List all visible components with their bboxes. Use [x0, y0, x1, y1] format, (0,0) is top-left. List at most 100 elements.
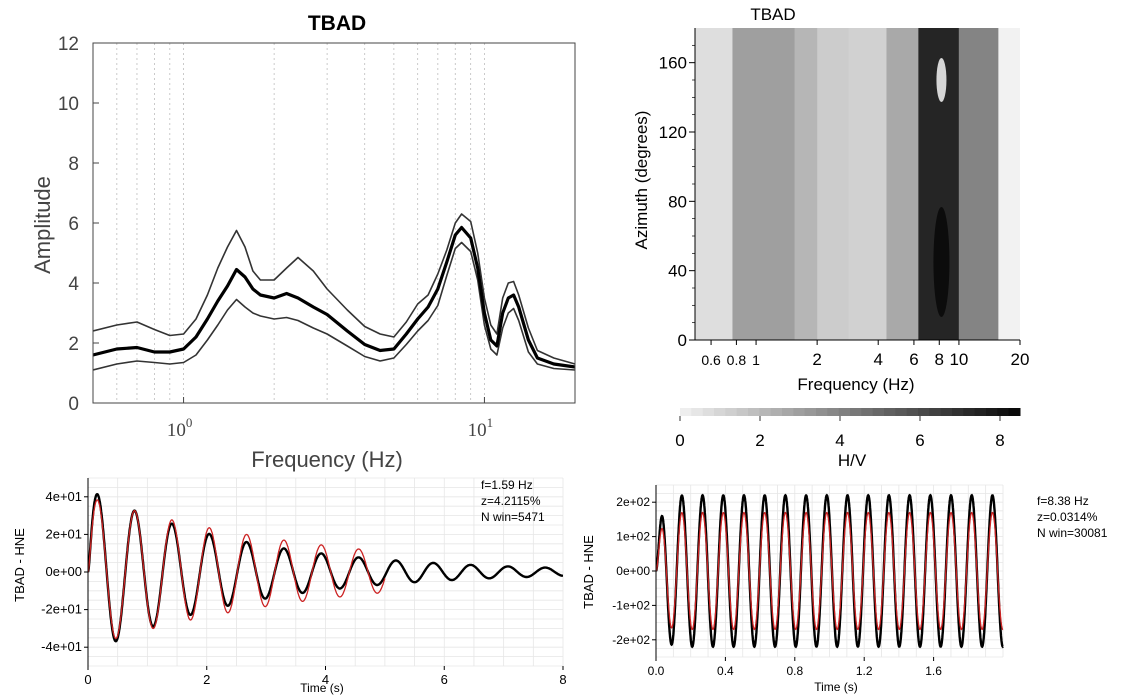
- decay-fit-1-ytick-label: -2e+01: [41, 602, 82, 617]
- decay-fit-1-xlabel: Time (s): [300, 681, 344, 695]
- hv-curve-series-lower: [93, 241, 576, 371]
- colorbar-cell: [929, 408, 942, 416]
- azimuth-map-title: TBAD: [750, 5, 795, 24]
- azimuth-map-ytick-label: 120: [659, 123, 687, 142]
- azimuth-map-ticks: 0 40 80 120 160 0.6 0.8 1 2 4 6 8 10 20: [659, 28, 1030, 369]
- decay-fit-1-xtick-label: 8: [559, 672, 566, 687]
- colorbar-cell: [782, 408, 794, 416]
- hv-curve-ytick-label: 2: [68, 334, 79, 355]
- decay-fit-2-ytick-label: 2e+02: [616, 495, 650, 509]
- colorbar-cell: [895, 408, 908, 416]
- colorbar-cell: [759, 408, 772, 416]
- azimuth-map-ytick-label: 40: [668, 262, 687, 281]
- decay-fit-1-xtick-label: 2: [203, 672, 210, 687]
- colorbar-cell: [861, 408, 874, 416]
- decay-fit-2-ticks: 2e+02 1e+02 0e+00 -1e+02 -2e+02 0.0 0.4 0.8 1.2 1…: [612, 485, 942, 678]
- hv-curve-ytick-label: 12: [58, 34, 79, 55]
- colorbar-cell: [816, 408, 828, 416]
- decay-fit-2-freq: f=8.38 Hz: [1037, 494, 1089, 508]
- decay-fit-1-xtick-label: 6: [441, 672, 448, 687]
- colorbar-cell: [952, 408, 964, 416]
- hv-curve-ytick-label: 8: [68, 154, 79, 175]
- colorbar: 0 2 4 6 8: [675, 408, 1021, 450]
- hv-curve-ylabel: Amplitude: [30, 176, 55, 274]
- decay-fit-1-ytick-label: 0e+00: [45, 564, 82, 579]
- colorbar-tick-label: 0: [675, 431, 684, 450]
- decay-fit-2-lines: [656, 493, 1004, 649]
- decay-fit-2-ytick-label: -2e+02: [612, 633, 650, 647]
- decay-fit-2-ytick-label: 1e+02: [616, 530, 650, 544]
- azimuth-map-ytick-label: 160: [659, 54, 687, 73]
- colorbar-cell: [770, 408, 783, 416]
- decay-fit-1-xtick-label: 0: [84, 672, 91, 687]
- colorbar-cell: [997, 408, 1010, 416]
- colorbar-cell: [918, 408, 930, 416]
- decay-fit-2-xtick-label: 0.4: [717, 664, 734, 678]
- hv-curve-panel: 0 2 4 6 8 10 12 100 101 TBAD Frequency (Hz) Ampl…: [30, 12, 576, 472]
- colorbar-cell: [804, 408, 817, 416]
- decay-fit-2-damping: z=0.0314%: [1037, 510, 1098, 524]
- decay-fit-1-ytick-label: 4e+01: [45, 489, 82, 504]
- azimuth-map-trough: [936, 58, 947, 102]
- colorbar-cell: [986, 408, 998, 416]
- colorbar-cell: [963, 408, 976, 416]
- decay-fit-2-xtick-label: 0.8: [786, 664, 803, 678]
- azimuth-map-xtick-label: 10: [949, 350, 968, 369]
- decay-fit-2-xtick-label: 1.2: [856, 664, 873, 678]
- azimuth-map-ytick-label: 0: [678, 331, 687, 350]
- azimuth-map-xtick-label: 0.6: [701, 352, 721, 368]
- colorbar-cell: [1008, 408, 1021, 416]
- decay-fit-1-ylabel: TBAD - HNE: [12, 528, 27, 602]
- colorbar-cell: [884, 408, 896, 416]
- colorbar-tick-label: 6: [915, 431, 924, 450]
- colorbar-cell: [974, 408, 987, 416]
- hv-curve-series-upper: [93, 213, 576, 365]
- decay-fit-1-ytick-label: 2e+01: [45, 526, 82, 541]
- decay-fit-2-nwin: N win=30081: [1037, 526, 1108, 540]
- decay-fit-2-xtick-label: 0.0: [648, 664, 665, 678]
- azimuth-map-xtick-label: 20: [1011, 350, 1030, 369]
- azimuth-map-ytick-label: 80: [668, 192, 687, 211]
- colorbar-tick-label: 8: [995, 431, 1004, 450]
- hv-curve-series-mean: [93, 225, 576, 369]
- colorbar-cell: [906, 408, 919, 416]
- hv-curve-grid: [92, 43, 576, 403]
- decay-fit-1-ytick-label: -4e+01: [41, 639, 82, 654]
- hv-curve-title: TBAD: [308, 12, 366, 35]
- decay-fit-1-panel: 4e+01 2e+01 0e+00 -2e+01 -4e+01 0 2 4 6 8 Time (s…: [12, 477, 567, 695]
- decay-fit-2-ytick-label: -1e+02: [612, 598, 650, 612]
- decay-fit-2-ylabel: TBAD - HNE: [581, 535, 596, 609]
- hv-curve-xtick-label: 100: [167, 415, 193, 441]
- hv-curve-ytick-label: 6: [68, 214, 79, 235]
- hv-curve-xtick-label: 101: [468, 415, 494, 441]
- decay-fit-2-xlabel: Time (s): [814, 680, 858, 694]
- azimuth-map-xtick-label: 2: [812, 350, 821, 369]
- decay-fit-1-xtick-label: 4: [322, 672, 329, 687]
- decay-fit-1-freq: f=1.59 Hz: [481, 478, 533, 492]
- decay-fit-2-xtick-label: 1.6: [925, 664, 942, 678]
- azimuth-map-bands: [695, 28, 999, 340]
- colorbar-cell: [827, 408, 840, 416]
- decay-fit-1-lines: [88, 492, 563, 643]
- hv-curve-ticks: 0 2 4 6 8 10 12 100 101: [58, 34, 493, 441]
- colorbar-cell: [680, 408, 692, 416]
- hv-curve-frame: [92, 42, 576, 404]
- decay-fit-2-panel: 2e+02 1e+02 0e+00 -1e+02 -2e+02 0.0 0.4 0.8 1.2 1…: [581, 484, 1108, 694]
- colorbar-cell: [691, 408, 704, 416]
- decay-fit-2-model-line: [656, 511, 1004, 631]
- colorbar-label: H/V: [838, 451, 867, 470]
- azimuth-map-xtick-label: 4: [873, 350, 882, 369]
- colorbar-cell: [940, 408, 953, 416]
- azimuth-map-xlabel: Frequency (Hz): [797, 375, 914, 394]
- decay-fit-2-ytick-label: 0e+00: [616, 564, 650, 578]
- colorbar-cell: [748, 408, 760, 416]
- colorbar-cell: [793, 408, 806, 416]
- colorbar-cell: [838, 408, 851, 416]
- colorbar-tick-label: 2: [755, 431, 764, 450]
- azimuth-map-ylabel: Azimuth (degrees): [632, 111, 651, 250]
- azimuth-map-peak: [933, 207, 950, 317]
- colorbar-cell: [714, 408, 726, 416]
- hv-curve-lines: [93, 213, 576, 371]
